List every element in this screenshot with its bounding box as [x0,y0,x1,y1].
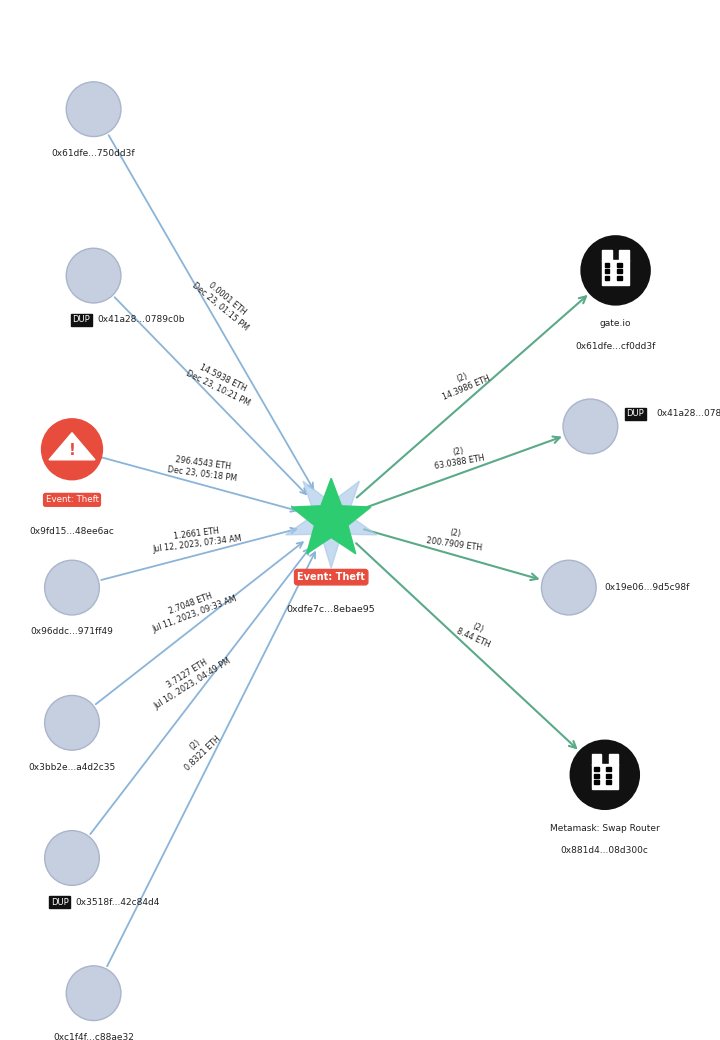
FancyBboxPatch shape [594,768,599,772]
Ellipse shape [42,419,102,479]
Text: 0xc1f4f...c88ae32: 0xc1f4f...c88ae32 [53,1033,134,1040]
Text: 296.4543 ETH
Dec 23, 05:18 PM: 296.4543 ETH Dec 23, 05:18 PM [166,454,238,483]
FancyBboxPatch shape [606,768,611,772]
FancyBboxPatch shape [603,260,629,285]
FancyBboxPatch shape [603,250,612,261]
Text: 0x41a28...0789c0b: 0x41a28...0789c0b [657,409,720,418]
Text: Metamask: Swap Router: Metamask: Swap Router [550,824,660,833]
FancyBboxPatch shape [594,774,599,778]
Text: (2)
200.7909 ETH: (2) 200.7909 ETH [426,525,484,552]
Text: 0x9fd15...48ee6ac: 0x9fd15...48ee6ac [30,526,114,536]
Text: Event: Theft: Event: Theft [45,495,99,504]
Ellipse shape [45,696,99,750]
FancyBboxPatch shape [617,269,621,274]
Ellipse shape [570,740,639,809]
Ellipse shape [45,831,99,885]
Ellipse shape [66,966,121,1020]
Text: DUP: DUP [72,315,90,324]
FancyBboxPatch shape [594,780,599,784]
Text: (2)
63.0388 ETH: (2) 63.0388 ETH [432,443,485,471]
Ellipse shape [45,561,99,615]
Text: 0xdfe7c...8ebae95: 0xdfe7c...8ebae95 [287,605,376,615]
Ellipse shape [563,399,618,453]
FancyBboxPatch shape [592,764,618,789]
Text: 0x61dfe...cf0dd3f: 0x61dfe...cf0dd3f [575,342,656,352]
Ellipse shape [66,82,121,136]
FancyBboxPatch shape [605,263,610,267]
Text: 3.7127 ETH
Jul 10, 2023, 04:49 PM: 3.7127 ETH Jul 10, 2023, 04:49 PM [147,647,233,711]
Text: 0x3bb2e...a4d2c35: 0x3bb2e...a4d2c35 [28,762,116,772]
Text: 0x3518f...42c84d4: 0x3518f...42c84d4 [76,898,160,907]
Text: DUP: DUP [50,898,68,907]
Polygon shape [286,482,377,568]
Text: (2)
0.8321 ETH: (2) 0.8321 ETH [175,726,222,772]
Text: !: ! [68,443,76,459]
Ellipse shape [541,561,596,615]
FancyBboxPatch shape [606,774,611,778]
Ellipse shape [582,236,650,305]
Text: Event: Theft: Event: Theft [297,572,365,582]
Text: 0x41a28...0789c0b: 0x41a28...0789c0b [97,315,185,324]
Text: 0x61dfe...750dd3f: 0x61dfe...750dd3f [52,149,135,158]
Text: 0x96ddc...971ff49: 0x96ddc...971ff49 [30,627,114,636]
FancyBboxPatch shape [605,269,610,274]
FancyBboxPatch shape [605,276,610,280]
Text: 0.0001 ETH
Dec 23, 01:15 PM: 0.0001 ETH Dec 23, 01:15 PM [190,272,257,333]
FancyBboxPatch shape [619,250,629,261]
Polygon shape [49,433,95,460]
Text: 2.7048 ETH
Jul 11, 2023, 09:33 AM: 2.7048 ETH Jul 11, 2023, 09:33 AM [147,583,238,633]
Text: 0x881d4...08d300c: 0x881d4...08d300c [561,847,649,856]
Text: 0x19e06...9d5c98f: 0x19e06...9d5c98f [605,583,690,592]
Text: (2)
14.3986 ETH: (2) 14.3986 ETH [437,364,491,401]
FancyBboxPatch shape [617,276,621,280]
Text: (2)
8.44 ETH: (2) 8.44 ETH [455,617,496,650]
Ellipse shape [66,249,121,303]
FancyBboxPatch shape [606,780,611,784]
Text: 14.5938 ETH
Dec 23, 10:21 PM: 14.5938 ETH Dec 23, 10:21 PM [184,359,256,408]
FancyBboxPatch shape [592,754,601,765]
Text: DUP: DUP [626,409,644,418]
Polygon shape [292,478,371,553]
FancyBboxPatch shape [617,263,621,267]
FancyBboxPatch shape [608,754,618,765]
Text: gate.io: gate.io [600,319,631,329]
Text: 1.2661 ETH
Jul 12, 2023, 07:34 AM: 1.2661 ETH Jul 12, 2023, 07:34 AM [151,523,243,554]
